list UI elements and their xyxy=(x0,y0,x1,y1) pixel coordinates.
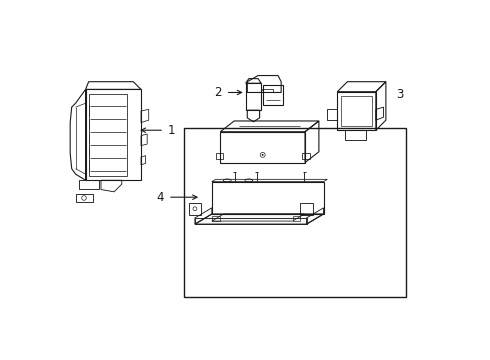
Text: 3: 3 xyxy=(397,87,404,100)
Text: 4: 4 xyxy=(157,191,164,204)
Circle shape xyxy=(262,154,264,156)
Text: 2: 2 xyxy=(214,86,222,99)
Bar xyxy=(184,128,406,297)
Text: 1: 1 xyxy=(167,124,175,137)
Polygon shape xyxy=(195,214,323,224)
